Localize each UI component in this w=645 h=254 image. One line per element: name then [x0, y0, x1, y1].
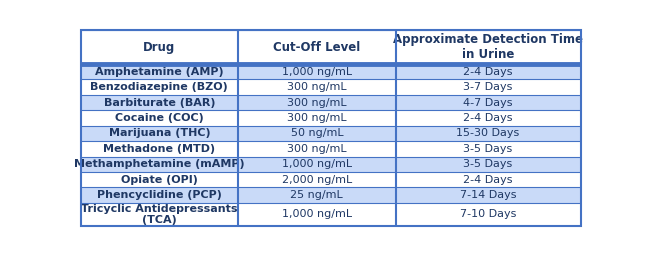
- Bar: [395, 203, 580, 226]
- Text: Cut-Off Level: Cut-Off Level: [273, 41, 361, 54]
- Text: 3-7 Days: 3-7 Days: [463, 82, 513, 92]
- Text: 300 ng/mL: 300 ng/mL: [287, 98, 346, 108]
- Text: 7-10 Days: 7-10 Days: [460, 210, 516, 219]
- Bar: [81, 126, 238, 141]
- Text: 3-5 Days: 3-5 Days: [463, 159, 513, 169]
- Bar: [81, 157, 238, 172]
- Bar: [238, 126, 395, 141]
- Bar: [395, 95, 580, 110]
- Text: 300 ng/mL: 300 ng/mL: [287, 113, 346, 123]
- Text: 1,000 ng/mL: 1,000 ng/mL: [282, 159, 352, 169]
- Text: Cocaine (COC): Cocaine (COC): [115, 113, 204, 123]
- Text: 4-7 Days: 4-7 Days: [463, 98, 513, 108]
- Bar: [238, 64, 395, 80]
- Text: 300 ng/mL: 300 ng/mL: [287, 82, 346, 92]
- Bar: [395, 141, 580, 157]
- Bar: [238, 157, 395, 172]
- Bar: [395, 126, 580, 141]
- Bar: [81, 64, 238, 80]
- Bar: [81, 172, 238, 187]
- Text: Methadone (MTD): Methadone (MTD): [103, 144, 215, 154]
- Text: 2-4 Days: 2-4 Days: [463, 113, 513, 123]
- Text: 300 ng/mL: 300 ng/mL: [287, 144, 346, 154]
- Bar: [395, 80, 580, 95]
- Text: 1,000 ng/mL: 1,000 ng/mL: [282, 210, 352, 219]
- Bar: [81, 187, 238, 203]
- Text: Barbiturate (BAR): Barbiturate (BAR): [104, 98, 215, 108]
- Bar: [238, 30, 395, 64]
- Text: 25 ng/mL: 25 ng/mL: [290, 190, 343, 200]
- Text: Approximate Detection Time
in Urine: Approximate Detection Time in Urine: [393, 33, 583, 61]
- Bar: [395, 187, 580, 203]
- Bar: [81, 141, 238, 157]
- Text: 2-4 Days: 2-4 Days: [463, 175, 513, 185]
- Bar: [395, 157, 580, 172]
- Text: 50 ng/mL: 50 ng/mL: [290, 129, 343, 138]
- Bar: [238, 110, 395, 126]
- Text: 15-30 Days: 15-30 Days: [457, 129, 520, 138]
- Bar: [395, 110, 580, 126]
- Text: Drug: Drug: [143, 41, 175, 54]
- Bar: [395, 30, 580, 64]
- Text: Phencyclidine (PCP): Phencyclidine (PCP): [97, 190, 222, 200]
- Text: Amphetamine (AMP): Amphetamine (AMP): [95, 67, 224, 77]
- Bar: [81, 95, 238, 110]
- Bar: [395, 172, 580, 187]
- Text: Methamphetamine (mAMP): Methamphetamine (mAMP): [74, 159, 244, 169]
- Bar: [238, 95, 395, 110]
- Bar: [395, 64, 580, 80]
- Bar: [238, 172, 395, 187]
- Bar: [238, 80, 395, 95]
- Bar: [81, 110, 238, 126]
- Bar: [81, 80, 238, 95]
- Bar: [238, 203, 395, 226]
- Text: 2-4 Days: 2-4 Days: [463, 67, 513, 77]
- Text: 1,000 ng/mL: 1,000 ng/mL: [282, 67, 352, 77]
- Text: Benzodiazepine (BZO): Benzodiazepine (BZO): [90, 82, 228, 92]
- Text: 3-5 Days: 3-5 Days: [463, 144, 513, 154]
- Bar: [238, 141, 395, 157]
- Bar: [81, 30, 238, 64]
- Bar: [81, 203, 238, 226]
- Text: Marijuana (THC): Marijuana (THC): [108, 129, 210, 138]
- Text: 7-14 Days: 7-14 Days: [460, 190, 516, 200]
- Text: Tricyclic Antidepressants
(TCA): Tricyclic Antidepressants (TCA): [81, 204, 237, 225]
- Text: Opiate (OPI): Opiate (OPI): [121, 175, 198, 185]
- Bar: [238, 187, 395, 203]
- Text: 2,000 ng/mL: 2,000 ng/mL: [282, 175, 352, 185]
